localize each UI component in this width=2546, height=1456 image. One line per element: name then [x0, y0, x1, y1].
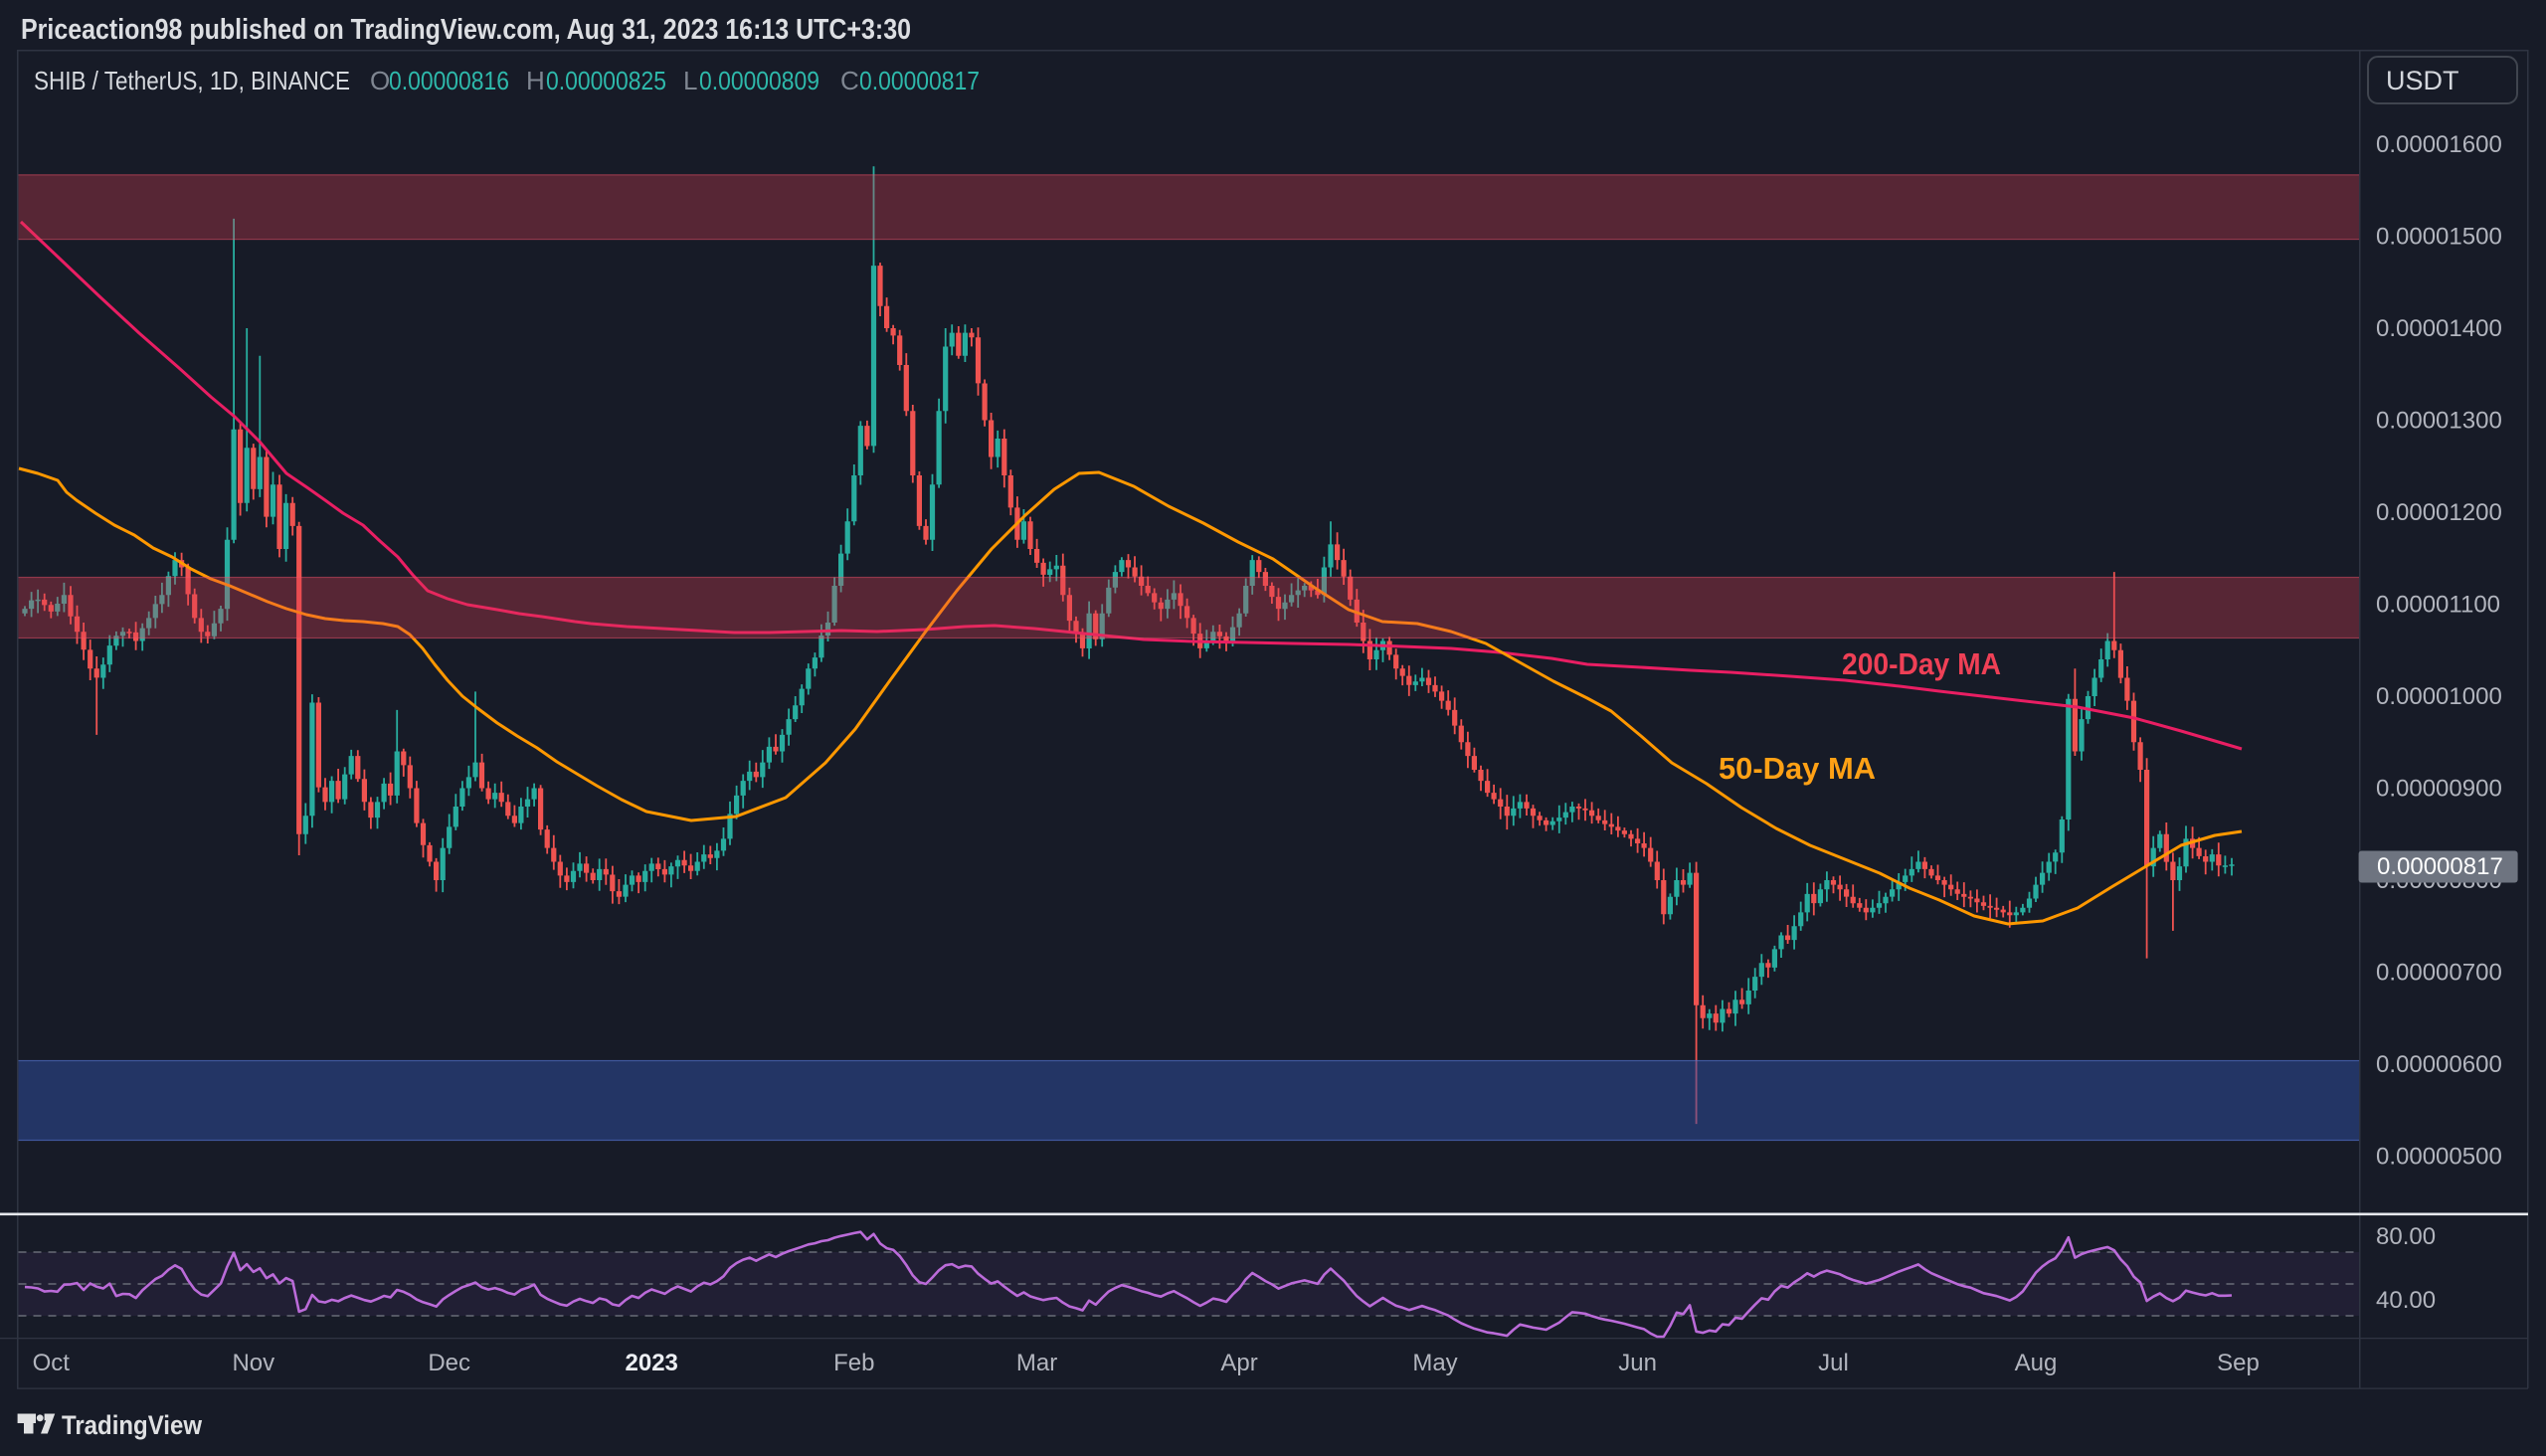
svg-text:L: L [683, 66, 697, 95]
svg-text:0.00001000: 0.00001000 [2376, 683, 2502, 710]
svg-text:0.00001100: 0.00001100 [2376, 592, 2500, 619]
svg-text:40.00: 40.00 [2376, 1287, 2436, 1314]
svg-text:0.00000816: 0.00000816 [389, 66, 509, 95]
svg-text:0.00001600: 0.00001600 [2376, 131, 2502, 158]
svg-text:0.00000700: 0.00000700 [2376, 960, 2502, 987]
svg-text:Jul: Jul [1818, 1350, 1849, 1376]
svg-text:0.00001400: 0.00001400 [2376, 315, 2502, 342]
svg-text:May: May [1412, 1350, 1457, 1376]
svg-text:H: H [526, 66, 545, 95]
svg-text:Jun: Jun [1618, 1350, 1657, 1376]
svg-text:Priceaction98 published on Tra: Priceaction98 published on TradingView.c… [21, 14, 911, 46]
svg-text:0.00000600: 0.00000600 [2376, 1051, 2502, 1078]
svg-text:Feb: Feb [833, 1350, 874, 1376]
svg-text:Dec: Dec [428, 1350, 470, 1376]
svg-text:0.00000900: 0.00000900 [2376, 776, 2502, 803]
svg-text:TradingView: TradingView [62, 1410, 203, 1440]
svg-text:0.00001300: 0.00001300 [2376, 408, 2502, 435]
svg-text:50-Day MA: 50-Day MA [1719, 751, 1876, 786]
svg-text:0.00000825: 0.00000825 [546, 66, 666, 95]
svg-text:0.00001500: 0.00001500 [2376, 224, 2502, 251]
svg-text:200-Day MA: 200-Day MA [1842, 646, 2001, 681]
svg-text:0.00000817: 0.00000817 [2377, 853, 2503, 880]
svg-text:Sep: Sep [2217, 1350, 2260, 1376]
svg-text:Apr: Apr [1220, 1350, 1257, 1376]
svg-text:0.00000817: 0.00000817 [859, 66, 980, 95]
svg-text:0.00001200: 0.00001200 [2376, 499, 2502, 526]
svg-text:Mar: Mar [1016, 1350, 1057, 1376]
svg-text:2023: 2023 [626, 1350, 678, 1376]
svg-text:80.00: 80.00 [2376, 1223, 2436, 1250]
svg-text:Nov: Nov [232, 1350, 274, 1376]
svg-text:Oct: Oct [33, 1350, 71, 1376]
svg-text:Aug: Aug [2015, 1350, 2058, 1376]
svg-text:C: C [840, 66, 859, 95]
svg-text:USDT: USDT [2386, 66, 2459, 95]
svg-text:0.00000809: 0.00000809 [699, 66, 819, 95]
svg-text:O: O [370, 66, 390, 95]
svg-text:0.00000500: 0.00000500 [2376, 1144, 2502, 1171]
svg-text:SHIB / TetherUS, 1D, BINANCE: SHIB / TetherUS, 1D, BINANCE [34, 66, 350, 95]
